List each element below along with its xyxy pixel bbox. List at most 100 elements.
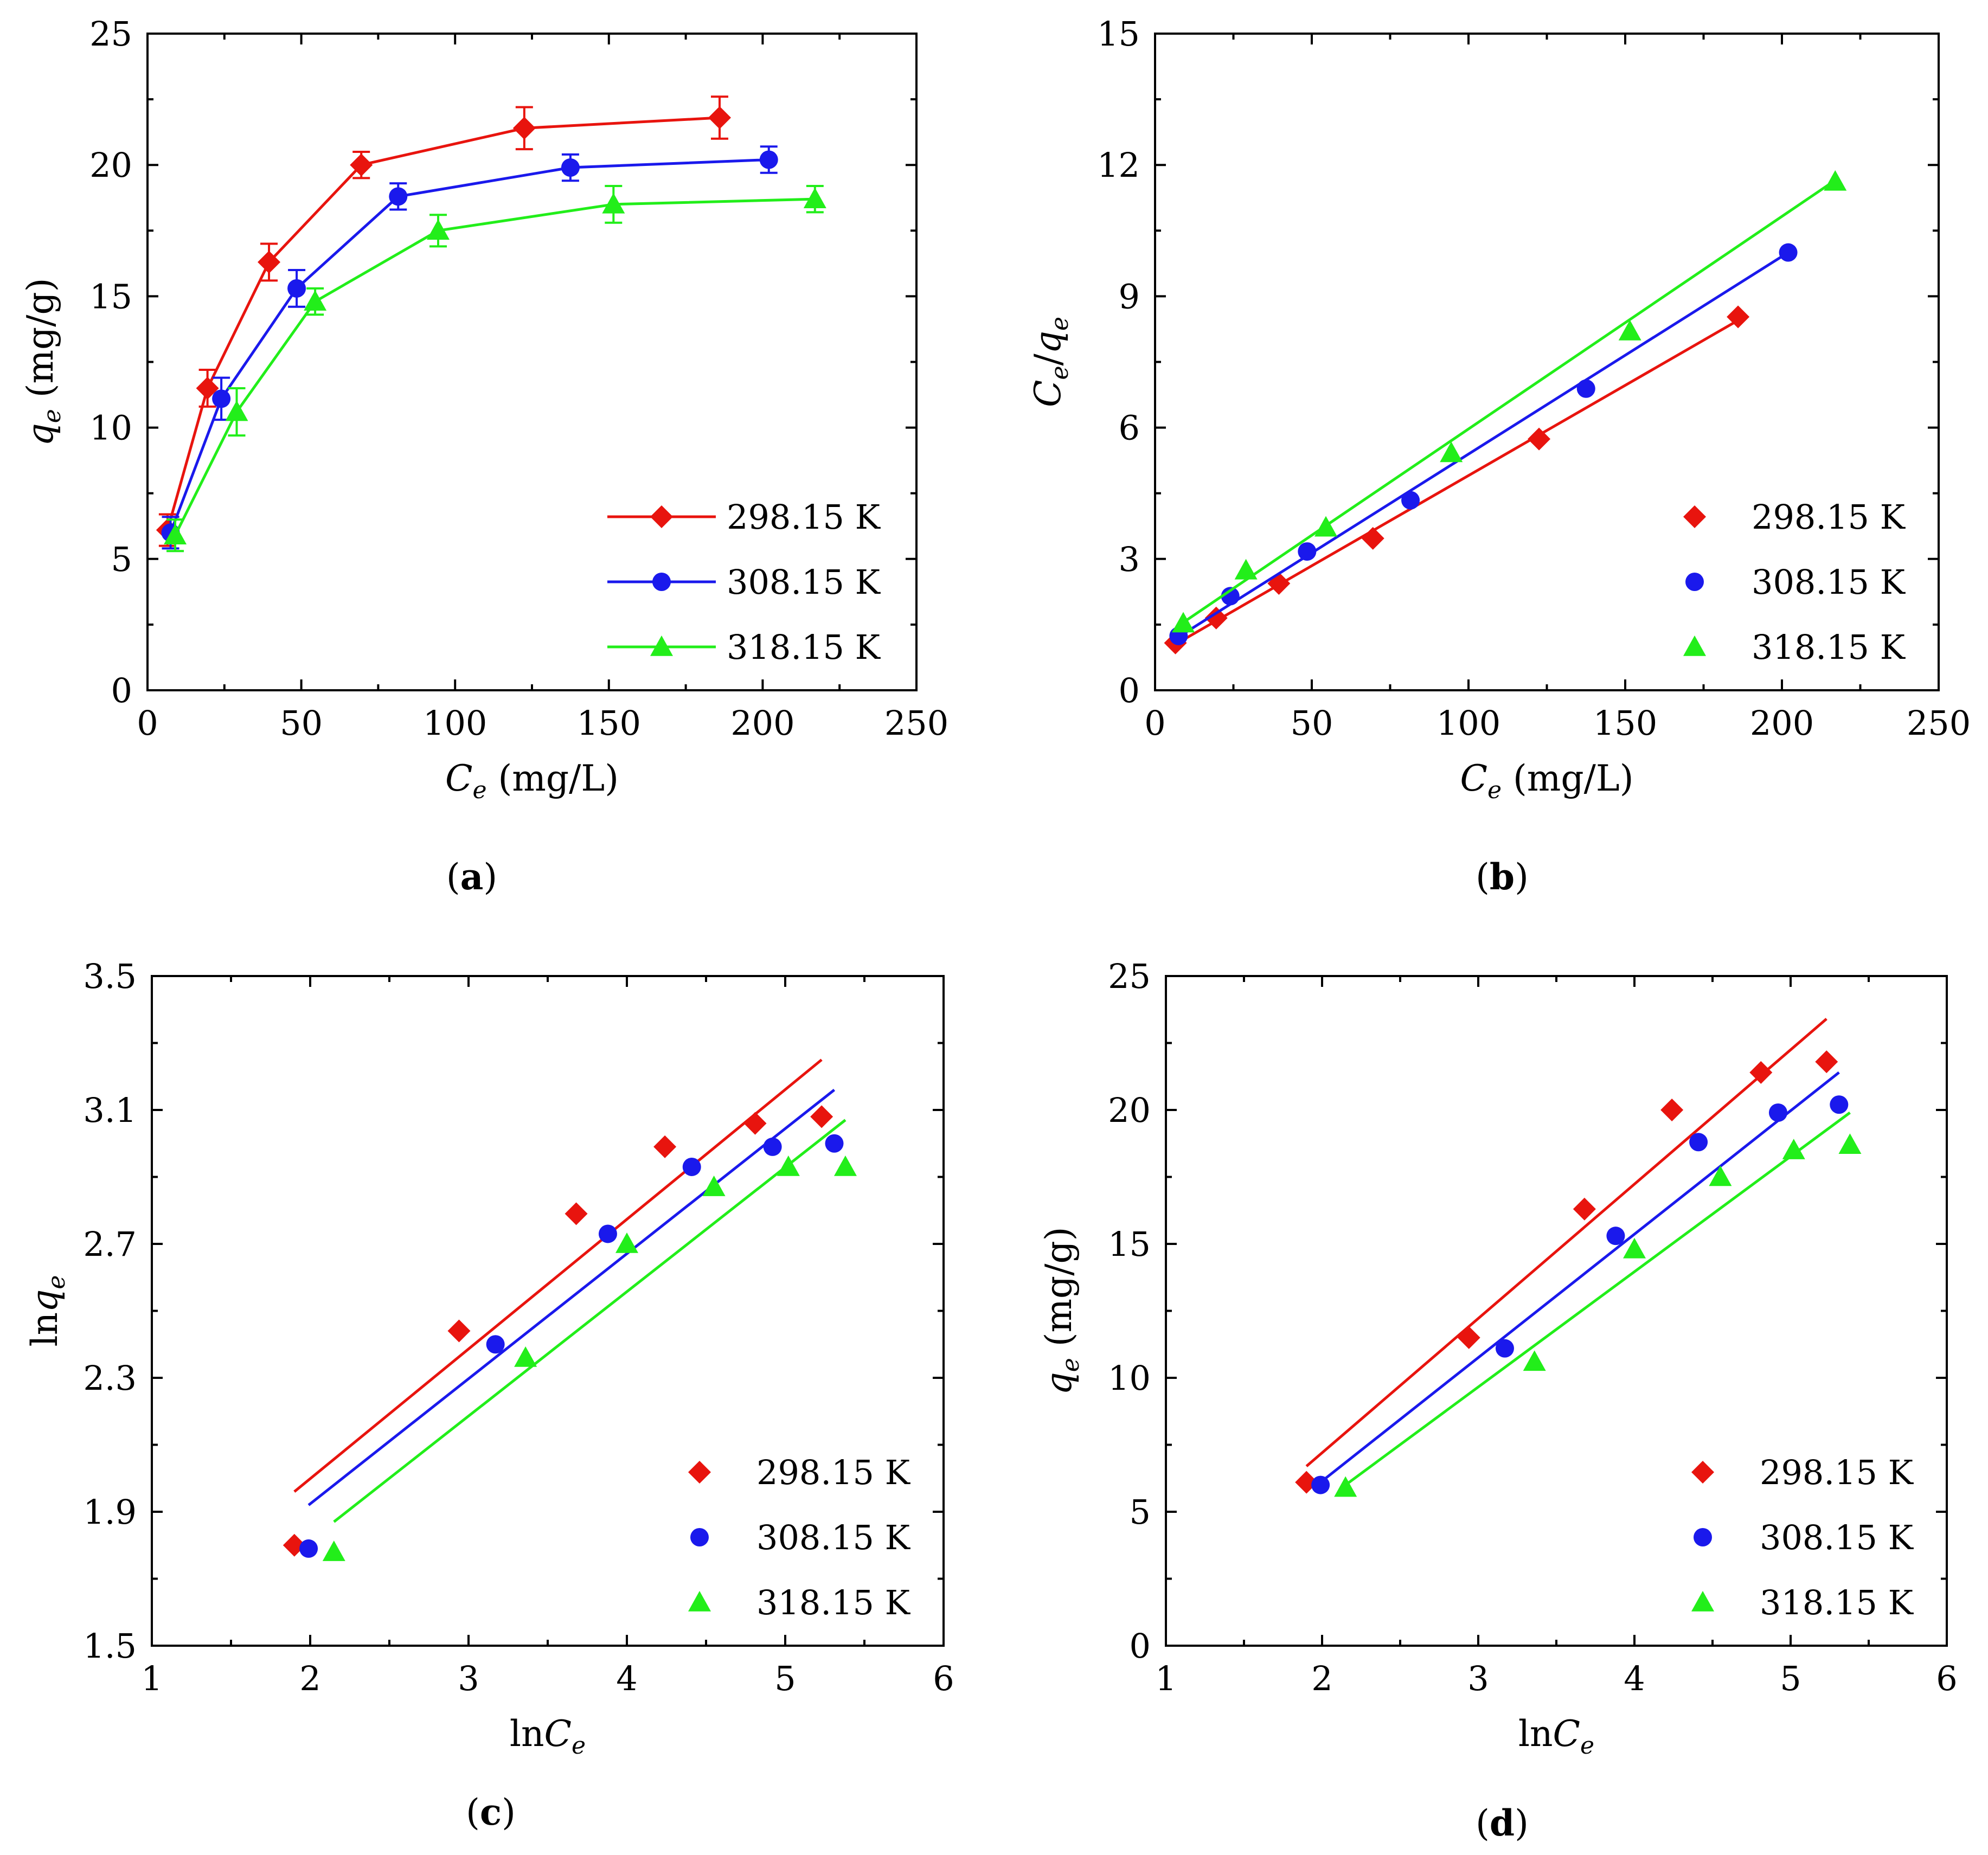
- series-30815: [1311, 1071, 1849, 1494]
- fit-line: [1344, 1111, 1851, 1486]
- y-tick-label: 15: [1097, 14, 1140, 54]
- data-point: [258, 251, 281, 274]
- y-tick-label: 0: [111, 671, 132, 710]
- legend-label: 318.15 K: [1760, 1583, 1914, 1622]
- data-point: [1768, 1103, 1787, 1122]
- fit-line: [1182, 179, 1836, 624]
- data-point: [1314, 516, 1338, 537]
- x-axis-label: lnCe: [1518, 1713, 1594, 1760]
- data-point: [598, 1224, 617, 1243]
- data-point: [1440, 441, 1463, 463]
- data-point: [1204, 606, 1228, 630]
- data-point: [763, 1137, 782, 1156]
- data-point: [702, 1176, 726, 1196]
- legend-label: 318.15 K: [756, 1583, 911, 1622]
- data-point: [1523, 1350, 1546, 1371]
- y-tick-label: 20: [1108, 1090, 1151, 1130]
- x-axis-label: Ce (mg/L): [445, 758, 619, 804]
- data-point: [759, 150, 778, 169]
- panel-label: (c): [466, 1791, 516, 1833]
- fit-line: [1175, 319, 1739, 646]
- series-30815: [161, 145, 778, 550]
- x-tick-label: 6: [933, 1659, 954, 1698]
- fit-line: [307, 1088, 836, 1506]
- y-tick-label: 3: [1119, 540, 1140, 579]
- fit-line: [333, 1119, 846, 1523]
- panel-a: 0 50 100 150 200 250 0 5 10 15 20 25 Ce (mg/L) qe (mg…: [20, 14, 948, 898]
- panel-d: 1 2 3 4 5 6 0 5 10 15 20 25 lnCe qe (mg/g) 298.15 K 308…: [1038, 957, 1958, 1844]
- series-line: [166, 116, 720, 531]
- y-tick-label: 2.7: [83, 1224, 137, 1264]
- legend-label: 308.15 K: [1752, 562, 1906, 602]
- legend-marker: [1694, 1528, 1712, 1546]
- x-tick-label: 6: [1936, 1659, 1957, 1698]
- x-tick-label: 50: [280, 703, 323, 743]
- x-tick-label: 4: [616, 1659, 637, 1698]
- legend-label: 298.15 K: [1760, 1453, 1914, 1492]
- legend-marker: [1683, 505, 1706, 528]
- data-point: [833, 1155, 857, 1176]
- data-point: [512, 117, 536, 140]
- data-point: [1727, 305, 1750, 329]
- data-point: [615, 1233, 638, 1253]
- data-point: [1361, 527, 1384, 550]
- x-tick-label: 0: [1144, 703, 1165, 743]
- series-line: [174, 197, 815, 536]
- data-point: [1401, 491, 1420, 510]
- y-tick-label: 25: [1108, 957, 1151, 996]
- legend-marker: [1691, 1591, 1714, 1612]
- x-tick-label: 5: [1780, 1659, 1801, 1698]
- series-31815: [322, 1119, 857, 1561]
- data-point: [1838, 1133, 1862, 1154]
- data-point: [1830, 1095, 1849, 1114]
- x-tick-label: 3: [1467, 1659, 1489, 1698]
- x-tick-label: 2: [299, 1659, 320, 1698]
- data-point: [304, 290, 327, 311]
- y-tick-label: 2.3: [83, 1358, 137, 1398]
- data-point: [1815, 1050, 1838, 1074]
- x-axis-label: lnCe: [510, 1713, 586, 1760]
- panel-label: (b): [1476, 856, 1529, 898]
- x-tick-label: 200: [730, 703, 794, 743]
- data-point: [1618, 319, 1641, 341]
- data-point: [1576, 379, 1595, 398]
- x-tick-label: 100: [1437, 703, 1500, 743]
- data-point: [225, 400, 248, 421]
- x-tick-label: 250: [884, 703, 948, 743]
- x-tick-label: 1: [1155, 1659, 1176, 1698]
- data-point: [1172, 612, 1195, 633]
- data-point: [682, 1157, 701, 1176]
- legend-item: 308.15 K: [1685, 562, 1906, 602]
- legend-item: 318.15 K: [607, 627, 881, 667]
- legend-label: 298.15 K: [1752, 497, 1906, 537]
- panel-b: 0 50 100 150 200 250 0 3 6 9 12 15 Ce (mg/L) Ce/qe 298…: [1027, 14, 1971, 898]
- legend-label: 298.15 K: [727, 497, 881, 537]
- fit-line: [1178, 251, 1789, 638]
- data-point: [299, 1539, 318, 1558]
- legend-item: 298.15 K: [688, 1453, 911, 1492]
- data-point: [1334, 1476, 1357, 1497]
- y-tick-label: 6: [1119, 408, 1140, 448]
- data-point: [427, 219, 450, 240]
- data-point: [514, 1346, 537, 1367]
- y-tick-label: 3.1: [83, 1090, 137, 1130]
- y-tick-label: 5: [1130, 1492, 1151, 1532]
- data-point: [447, 1319, 471, 1343]
- data-point: [1221, 587, 1240, 606]
- legend-marker: [1685, 573, 1704, 591]
- y-tick-label: 10: [89, 408, 132, 448]
- x-tick-label: 4: [1624, 1659, 1645, 1698]
- data-point: [1779, 243, 1798, 262]
- legend-label: 308.15 K: [727, 562, 881, 602]
- y-tick-label: 3.5: [83, 957, 137, 996]
- y-tick-label: 5: [111, 540, 132, 579]
- data-point: [287, 279, 306, 298]
- legend-marker: [688, 1591, 711, 1612]
- data-point: [196, 376, 219, 400]
- series-30815: [1169, 243, 1798, 645]
- x-tick-label: 150: [577, 703, 641, 743]
- legend-label: 318.15 K: [1752, 627, 1906, 667]
- data-point: [1782, 1139, 1805, 1159]
- legend-label: 318.15 K: [727, 627, 881, 667]
